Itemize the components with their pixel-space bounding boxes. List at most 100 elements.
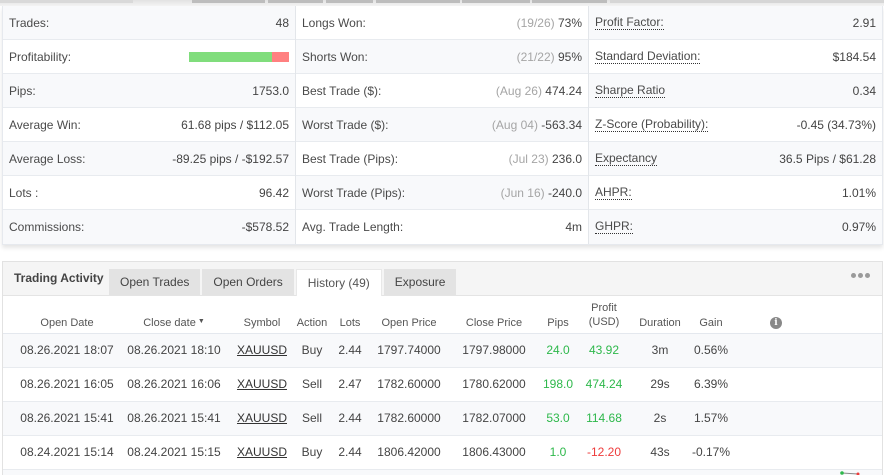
cell-action: Buy	[291, 333, 333, 368]
stat-best-trade-usd: Best Trade ($): (Aug 26) 474.24	[296, 74, 588, 108]
stat-value: 1753.0	[252, 83, 289, 98]
cell-pips: 24.0	[537, 333, 579, 368]
col-open-date[interactable]: Open Date	[19, 296, 115, 334]
stat-value: (Aug 26) 474.24	[496, 84, 582, 98]
cell-open-date: 08.26.2021 16:05	[19, 367, 115, 402]
info-icon[interactable]: i	[770, 316, 782, 329]
cell-open-date: 08.26.2021 18:07	[19, 333, 115, 368]
cell-profit: 114.68	[579, 401, 629, 436]
stat-average-win: Average Win: 61.68 pips / $112.05	[3, 108, 295, 142]
cell-close-price: 1806.43000	[451, 435, 537, 470]
stat-label: Worst Trade ($):	[302, 117, 389, 132]
col-open-price[interactable]: Open Price	[367, 296, 451, 334]
sort-desc-icon: ▼	[197, 317, 205, 325]
symbol-link[interactable]: XAUUSD	[236, 445, 287, 459]
stat-shorts-won: Shorts Won: (21/22) 95%	[296, 40, 588, 74]
stat-label-tooltip[interactable]: Profit Factor:	[595, 14, 664, 30]
stat-value: 1.01%	[841, 185, 876, 200]
stat-label-tooltip[interactable]: GHPR:	[595, 219, 634, 234]
stat-value: -$578.52	[241, 220, 289, 234]
stat-commissions: Commissions: -$578.52	[3, 210, 295, 244]
cell-action: Sell	[291, 367, 333, 402]
stat-label: Shorts Won:	[302, 49, 368, 64]
cell-gain: -0.17%	[691, 435, 731, 470]
cell-close-date: 08.26.2021 16:06	[115, 367, 233, 402]
cell-gain: 6.39%	[691, 367, 731, 402]
symbol-link[interactable]: XAUUSD	[236, 411, 287, 425]
stat-z-score: Z-Score (Probability): -0.45 (34.73%)	[589, 108, 882, 142]
tab-exposure[interactable]: Exposure	[383, 269, 457, 295]
stat-value: 36.5 Pips / $61.28	[779, 151, 876, 166]
stat-value-detail: (Aug 26)	[495, 83, 542, 98]
col-close-price[interactable]: Close Price	[451, 296, 537, 334]
stat-label-tooltip[interactable]: AHPR:	[595, 184, 632, 200]
cell-action: Sell	[291, 401, 333, 436]
col-lots[interactable]: Lots	[333, 296, 367, 334]
cell-pips: 53.0	[537, 401, 579, 436]
stat-value: $184.54	[832, 49, 876, 64]
col-gain[interactable]: Gain	[691, 296, 731, 334]
stat-label-tooltip[interactable]: Z-Score (Probability):	[595, 116, 709, 132]
cell-lots: 2.47	[333, 367, 367, 402]
cell-duration: 29s	[629, 367, 691, 402]
col-pips[interactable]: Pips	[537, 296, 579, 334]
cell-action: Buy	[291, 435, 333, 470]
stat-value: 4m	[565, 220, 582, 234]
tab-history[interactable]: History (49)	[295, 269, 382, 296]
stat-label: Longs Won:	[302, 15, 366, 30]
col-action[interactable]: Action	[291, 296, 333, 334]
cell-lots: 2.44	[333, 333, 367, 368]
more-options-button[interactable]	[851, 273, 870, 278]
stat-value: 96.42	[258, 185, 289, 200]
stat-value-main: 474.24	[545, 83, 582, 98]
stat-value-main: 73%	[557, 15, 582, 30]
stat-standard-deviation: Standard Deviation: $184.54	[589, 40, 882, 74]
stat-avg-trade-length: Avg. Trade Length: 4m	[296, 210, 588, 244]
history-table: Open Date Close date ▼ Symbol Action Lots…	[3, 296, 882, 475]
stat-value: (21/22) 95%	[517, 50, 582, 64]
stat-value: 61.68 pips / $112.05	[181, 117, 289, 132]
profitability-bar	[189, 51, 289, 62]
table-row: 08.26.2021 15:41 08.26.2021 15:41 XAUUSD…	[3, 401, 882, 436]
tab-open-orders[interactable]: Open Orders	[202, 269, 294, 295]
stat-expectancy: Expectancy 36.5 Pips / $61.28	[589, 142, 882, 176]
stat-label-tooltip[interactable]: Sharpe Ratio	[595, 82, 666, 98]
cell-symbol: XAUUSD	[233, 401, 291, 436]
col-close-date-label: Close date	[143, 316, 196, 329]
col-profit[interactable]: Profit (USD)	[579, 296, 629, 334]
stat-label: Best Trade (Pips):	[302, 151, 399, 166]
symbol-link[interactable]: XAUUSD	[236, 377, 287, 391]
col-duration[interactable]: Duration	[629, 296, 691, 334]
top-strip	[0, 0, 884, 6]
col-close-date[interactable]: Close date ▼	[115, 296, 233, 334]
cell-open-price: 1797.74000	[367, 333, 451, 368]
cell-lots: 2.44	[333, 401, 367, 436]
stat-ahpr: AHPR: 1.01%	[589, 176, 882, 210]
cell-close-price: 1780.62000	[451, 367, 537, 402]
tab-open-trades[interactable]: Open Trades	[109, 269, 201, 295]
stat-value-main: 236.0	[551, 151, 582, 166]
col-symbol[interactable]: Symbol	[233, 296, 291, 334]
cell-close-date: 08.24.2021 15:15	[115, 435, 233, 470]
stat-worst-trade-pips: Worst Trade (Pips): (Jun 16) -240.0	[296, 176, 588, 210]
stat-label: Trades:	[9, 15, 50, 30]
stat-longs-won: Longs Won: (19/26) 73%	[296, 6, 588, 40]
stat-value-detail: (Jun 16)	[500, 185, 545, 200]
cell-profit: 474.24	[579, 367, 629, 402]
tabs-bar: Trading Activity Open Trades Open Orders…	[3, 262, 882, 296]
stat-label: Average Loss:	[9, 151, 86, 166]
stat-label-tooltip[interactable]: Expectancy	[595, 150, 658, 166]
col-info: i	[731, 296, 821, 334]
cell-open-price: 1782.60000	[367, 401, 451, 436]
stat-value-detail: (Aug 04)	[491, 117, 538, 132]
stat-value-main: 95%	[557, 49, 582, 64]
stat-value-main: -240.0	[547, 185, 582, 200]
stat-label-tooltip[interactable]: Standard Deviation:	[595, 48, 701, 64]
cell-profit: -12.20	[579, 435, 629, 470]
symbol-link[interactable]: XAUUSD	[236, 343, 287, 357]
col-profit-currency: (USD)	[588, 315, 620, 328]
stats-column-general: Trades: 48 Profitability: Pips: 1753.0 A…	[3, 6, 296, 244]
cell-symbol: XAUUSD	[233, 333, 291, 368]
cell-close-price: 1797.98000	[451, 333, 537, 368]
stats-column-trades: Longs Won: (19/26) 73% Shorts Won: (21/2…	[296, 6, 589, 244]
